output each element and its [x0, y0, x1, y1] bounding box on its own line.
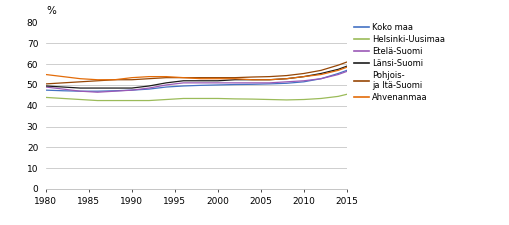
Text: %: %: [46, 6, 55, 16]
Legend: Koko maa, Helsinki-Uusimaa, Etelä-Suomi, Länsi-Suomi, Pohjois-
ja Itä-Suomi, Ahv: Koko maa, Helsinki-Uusimaa, Etelä-Suomi,…: [353, 23, 444, 102]
